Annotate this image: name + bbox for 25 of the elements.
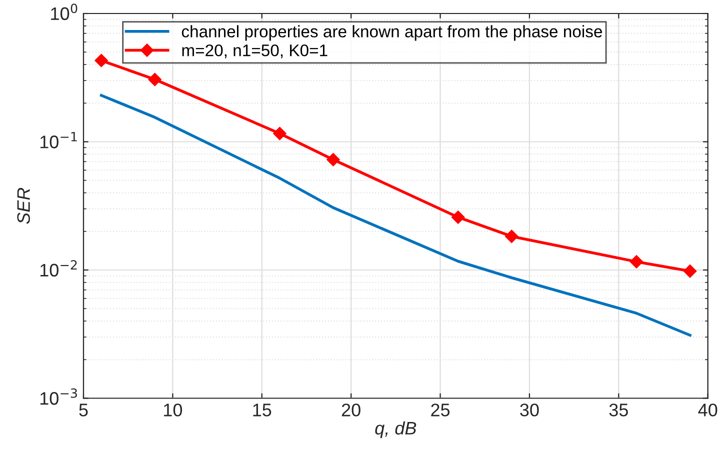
- point: [683, 264, 697, 278]
- x-tick-label: 5: [79, 404, 88, 416]
- point: [273, 126, 286, 140]
- y-tick-label: 10$^{−1}$: [40, 132, 77, 148]
- line-series: [100, 94, 692, 337]
- point: [505, 230, 518, 243]
- x-tick-label: 30: [520, 404, 539, 416]
- y-tick-label: 10$^{0}$: [51, 4, 78, 20]
- x-tick-label: 10: [164, 404, 182, 416]
- y-axis-title: SER: [17, 188, 30, 224]
- y-tick-label: 10$^{−3}$: [40, 388, 77, 405]
- point: [452, 210, 465, 224]
- x-tick-label: 40: [698, 404, 718, 416]
- legend-label: channel properties are known apart from the phase noise: [182, 25, 602, 41]
- point: [94, 54, 108, 68]
- x-tick-label: 20: [342, 404, 360, 416]
- x-tick-label: 35: [609, 404, 628, 416]
- point: [148, 72, 162, 86]
- point: [326, 152, 340, 166]
- x-axis-title: q, dB: [375, 421, 416, 438]
- y-tick-label: 10$^{−2}$: [40, 260, 77, 277]
- point: [630, 255, 644, 268]
- x-tick-label: 25: [431, 404, 450, 416]
- x-tick-label: 15: [253, 404, 272, 416]
- legend-label: m=20, n1=50, K0=1: [182, 44, 328, 58]
